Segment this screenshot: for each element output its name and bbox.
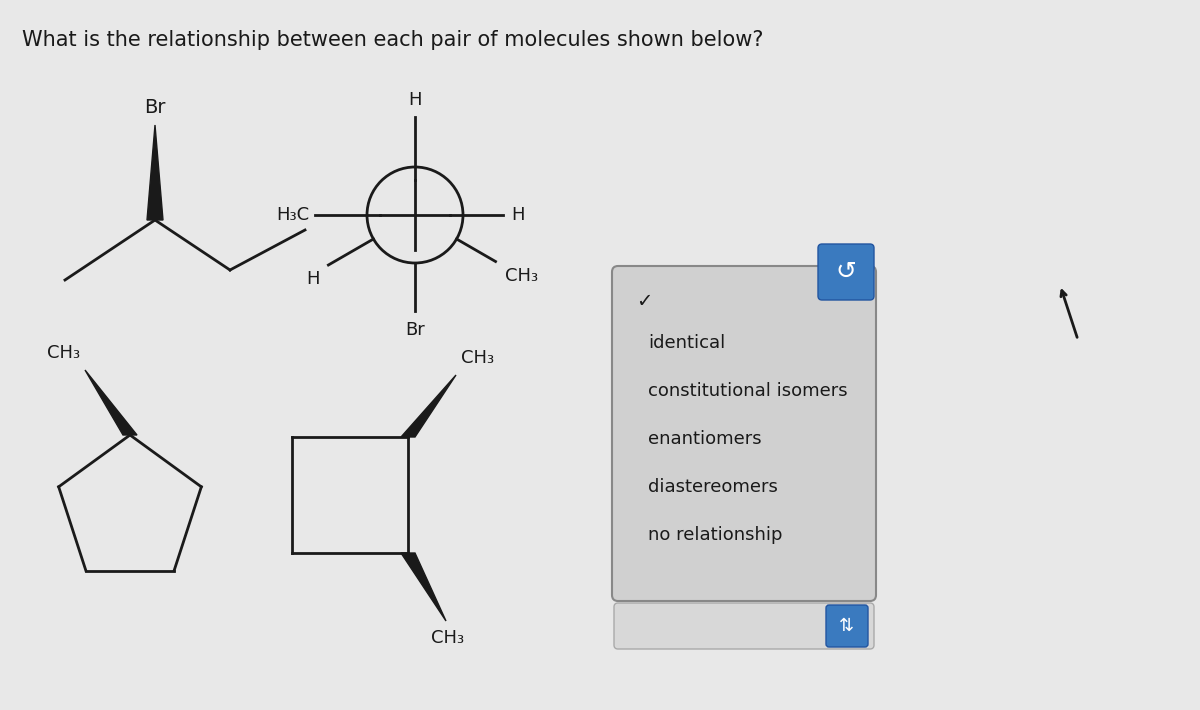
Text: ⇅: ⇅ <box>840 617 854 635</box>
FancyBboxPatch shape <box>818 244 874 300</box>
Text: constitutional isomers: constitutional isomers <box>648 382 847 400</box>
Text: CH₃: CH₃ <box>47 344 80 362</box>
FancyBboxPatch shape <box>826 605 868 647</box>
Text: CH₃: CH₃ <box>432 629 464 647</box>
Text: CH₃: CH₃ <box>461 349 494 367</box>
Text: no relationship: no relationship <box>648 526 782 544</box>
Polygon shape <box>148 125 163 220</box>
Text: Br: Br <box>406 321 425 339</box>
Text: H: H <box>408 91 421 109</box>
Text: enantiomers: enantiomers <box>648 430 762 448</box>
FancyBboxPatch shape <box>612 266 876 601</box>
Polygon shape <box>85 370 137 435</box>
Polygon shape <box>401 553 446 621</box>
Text: Br: Br <box>144 98 166 117</box>
Text: identical: identical <box>648 334 725 352</box>
Text: H: H <box>511 206 524 224</box>
Text: diastereomers: diastereomers <box>648 478 778 496</box>
Text: ↺: ↺ <box>835 260 857 284</box>
Text: What is the relationship between each pair of molecules shown below?: What is the relationship between each pa… <box>22 30 763 50</box>
Text: H₃C: H₃C <box>276 206 310 224</box>
FancyBboxPatch shape <box>614 603 874 649</box>
Text: H: H <box>306 270 319 288</box>
Polygon shape <box>401 375 456 437</box>
Text: ✓: ✓ <box>636 292 653 311</box>
Text: CH₃: CH₃ <box>505 267 538 285</box>
